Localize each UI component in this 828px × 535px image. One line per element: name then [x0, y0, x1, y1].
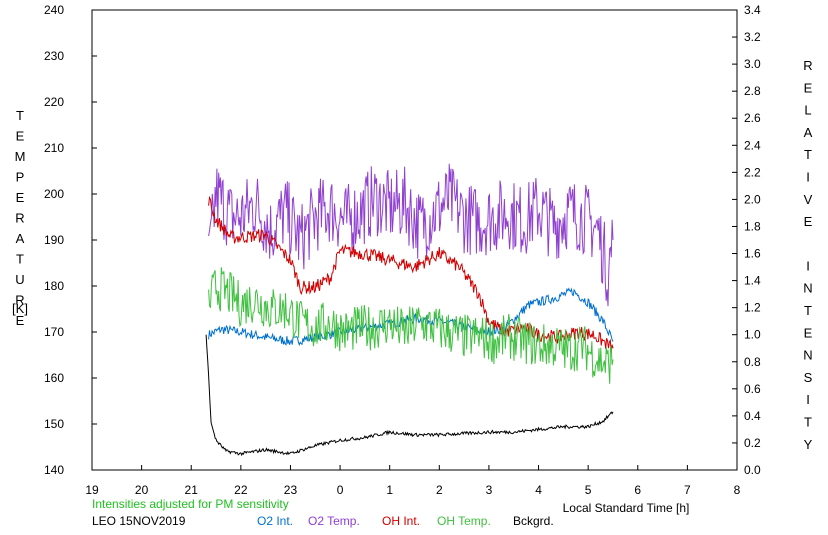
x-tick-label: 19 — [85, 483, 99, 497]
right-label-letter: S — [804, 370, 813, 385]
right-label-letter: E — [804, 325, 813, 340]
legend-entry: OH Int. — [382, 514, 420, 528]
right-tick-label: 1.0 — [744, 328, 761, 342]
sensitivity-note: Intensities adjusted for PM sensitivity — [92, 497, 289, 511]
series-line-bckgrd — [205, 334, 614, 457]
right-label-letter: E — [804, 214, 813, 229]
legend-entry: OH Temp. — [437, 514, 491, 528]
left-label-letter: E — [16, 129, 25, 144]
station-date: LEO 15NOV2019 — [92, 514, 186, 528]
right-label-letter: R — [803, 58, 812, 73]
left-tick-label: 200 — [44, 187, 64, 201]
left-axis-ticks: 140 150 160 170 180 190 200 210 220 230 240 — [44, 3, 97, 477]
series-line-oh-int — [208, 195, 614, 353]
left-label-letter: R — [15, 211, 24, 226]
left-label-letter: E — [16, 313, 25, 328]
series-line-o2-temp — [208, 163, 614, 307]
left-label-letter: A — [16, 231, 25, 246]
series-line-oh-temp — [208, 267, 614, 384]
x-tick-label: 20 — [135, 483, 149, 497]
right-label-letter: I — [806, 392, 810, 407]
x-tick-label: 8 — [734, 483, 741, 497]
x-tick-label: 22 — [234, 483, 248, 497]
right-tick-label: 0.0 — [744, 463, 761, 477]
right-label-letter: A — [804, 125, 813, 140]
x-tick-label: 0 — [337, 483, 344, 497]
right-tick-label: 2.8 — [744, 84, 761, 98]
right-label-letter: I — [806, 170, 810, 185]
right-label-letter: N — [803, 348, 812, 363]
x-tick-label: 21 — [185, 483, 199, 497]
left-tick-label: 210 — [44, 141, 64, 155]
right-tick-label: 0.2 — [744, 436, 761, 450]
x-axis-ticks: 19 20 21 22 23 0 1 2 3 4 5 6 7 8 — [85, 465, 741, 497]
left-tick-label: 230 — [44, 49, 64, 63]
left-tick-label: 170 — [44, 325, 64, 339]
legend-entry: O2 Int. — [257, 514, 293, 528]
right-tick-label: 2.0 — [744, 192, 761, 206]
right-tick-label: 2.2 — [744, 165, 761, 179]
plot-frame — [91, 9, 738, 471]
legend-entry: O2 Temp. — [308, 514, 360, 528]
left-tick-label: 150 — [44, 417, 64, 431]
left-label-letter: U — [15, 272, 24, 287]
right-tick-label: 3.4 — [744, 3, 761, 17]
right-tick-label: 1.4 — [744, 274, 761, 288]
right-label-letter: N — [803, 281, 812, 296]
x-tick-label: 2 — [436, 483, 443, 497]
left-label-letter: T — [16, 108, 24, 123]
right-label-letter: V — [804, 192, 813, 207]
left-label-letter: M — [15, 149, 26, 164]
right-label-letter: E — [804, 80, 813, 95]
left-tick-label: 190 — [44, 233, 64, 247]
legend: O2 Int. O2 Temp. OH Int. OH Temp. Bckgrd. — [257, 514, 554, 528]
right-tick-label: 1.8 — [744, 219, 761, 233]
left-label-letter: R — [15, 293, 24, 308]
right-tick-label: 2.6 — [744, 111, 761, 125]
left-label-letter: P — [16, 170, 25, 185]
right-tick-label: 0.8 — [744, 355, 761, 369]
left-tick-label: 160 — [44, 371, 64, 385]
x-tick-label: 3 — [486, 483, 493, 497]
left-tick-label: 180 — [44, 279, 64, 293]
right-label-letter: I — [806, 258, 810, 273]
right-label-letter: T — [804, 303, 812, 318]
x-tick-label: 23 — [284, 483, 298, 497]
x-tick-label: 6 — [634, 483, 641, 497]
x-tick-label: 4 — [535, 483, 542, 497]
series-layer — [205, 163, 614, 457]
left-label-letter: E — [16, 190, 25, 205]
right-tick-label: 1.6 — [744, 247, 761, 261]
right-label-letter: T — [804, 147, 812, 162]
right-tick-label: 3.2 — [744, 30, 761, 44]
right-tick-label: 3.0 — [744, 57, 761, 71]
right-tick-label: 2.4 — [744, 138, 761, 152]
x-axis-label: Local Standard Time [h] — [563, 501, 690, 515]
right-label-letter: T — [804, 415, 812, 430]
x-tick-label: 5 — [585, 483, 592, 497]
right-axis-ticks: 0.0 0.2 0.4 0.6 0.8 1.0 1.2 1.4 1.6 1.8 2.0 2.2 2.4 2… — [732, 3, 761, 477]
right-label-letter: L — [804, 103, 811, 118]
left-axis-unit: [K] — [12, 301, 28, 316]
left-label-letter: T — [16, 252, 24, 267]
left-tick-label: 140 — [44, 463, 64, 477]
left-tick-label: 240 — [44, 3, 64, 17]
right-tick-label: 0.6 — [744, 382, 761, 396]
legend-entry: Bckgrd. — [513, 514, 554, 528]
x-tick-label: 1 — [386, 483, 393, 497]
right-label-letter: Y — [804, 437, 813, 452]
right-tick-label: 1.2 — [744, 301, 761, 315]
right-tick-label: 0.4 — [744, 409, 761, 423]
left-tick-label: 220 — [44, 95, 64, 109]
x-tick-label: 7 — [684, 483, 691, 497]
